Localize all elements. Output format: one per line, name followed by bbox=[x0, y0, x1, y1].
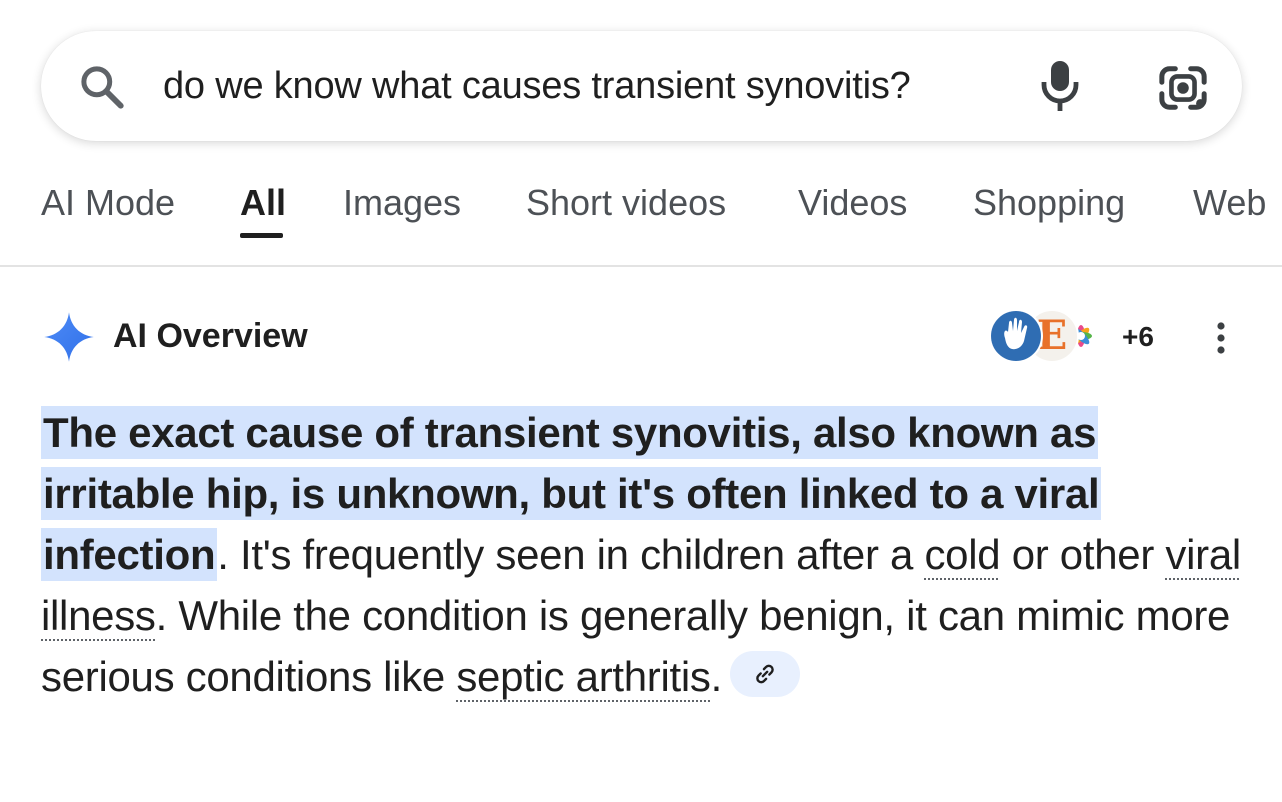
tabs-divider bbox=[0, 265, 1282, 267]
search-icon[interactable] bbox=[77, 62, 127, 112]
tab-shopping[interactable]: Shopping bbox=[973, 182, 1126, 223]
ai-sparkle-icon bbox=[44, 312, 94, 362]
overview-text-part: . It's frequently seen in children after… bbox=[217, 531, 925, 578]
tab-ai-mode[interactable]: AI Mode bbox=[41, 182, 176, 223]
search-tabs: AI Mode All Images Short videos Videos S… bbox=[0, 160, 1282, 266]
google-lens-icon[interactable] bbox=[1156, 63, 1210, 113]
term-link-viral-illness[interactable]: viral illness bbox=[41, 531, 1241, 639]
tab-videos[interactable]: Videos bbox=[798, 182, 908, 223]
overview-text-part: . While the condition is generally benig… bbox=[41, 592, 1231, 700]
tab-short-videos[interactable]: Short videos bbox=[526, 182, 727, 223]
source-avatar-hand[interactable] bbox=[989, 309, 1043, 363]
tab-web[interactable]: Web bbox=[1193, 182, 1267, 223]
term-link-septic-arthritis[interactable]: septic arthritis bbox=[456, 653, 711, 700]
search-input[interactable]: do we know what causes transient synovit… bbox=[163, 65, 911, 107]
search-bar[interactable]: do we know what causes transient synovit… bbox=[41, 31, 1242, 141]
hand-logo-icon bbox=[991, 311, 1041, 361]
source-count[interactable]: +6 bbox=[1122, 321, 1154, 352]
overview-text-part: or other bbox=[1000, 531, 1166, 578]
ai-overview-title: AI Overview bbox=[113, 317, 308, 355]
link-icon bbox=[756, 664, 774, 684]
tab-all[interactable]: All bbox=[240, 182, 287, 223]
term-link-cold[interactable]: cold bbox=[924, 531, 1001, 578]
mic-icon[interactable] bbox=[1035, 58, 1085, 114]
ai-overview-text: The exact cause of transient synovitis, … bbox=[41, 402, 1251, 707]
tab-images[interactable]: Images bbox=[343, 182, 462, 223]
source-link-button[interactable] bbox=[730, 651, 800, 697]
overview-text-part: . bbox=[710, 653, 723, 700]
active-tab-indicator bbox=[240, 233, 283, 238]
source-avatars[interactable]: E bbox=[989, 309, 1119, 365]
more-vert-icon[interactable] bbox=[1206, 318, 1236, 358]
